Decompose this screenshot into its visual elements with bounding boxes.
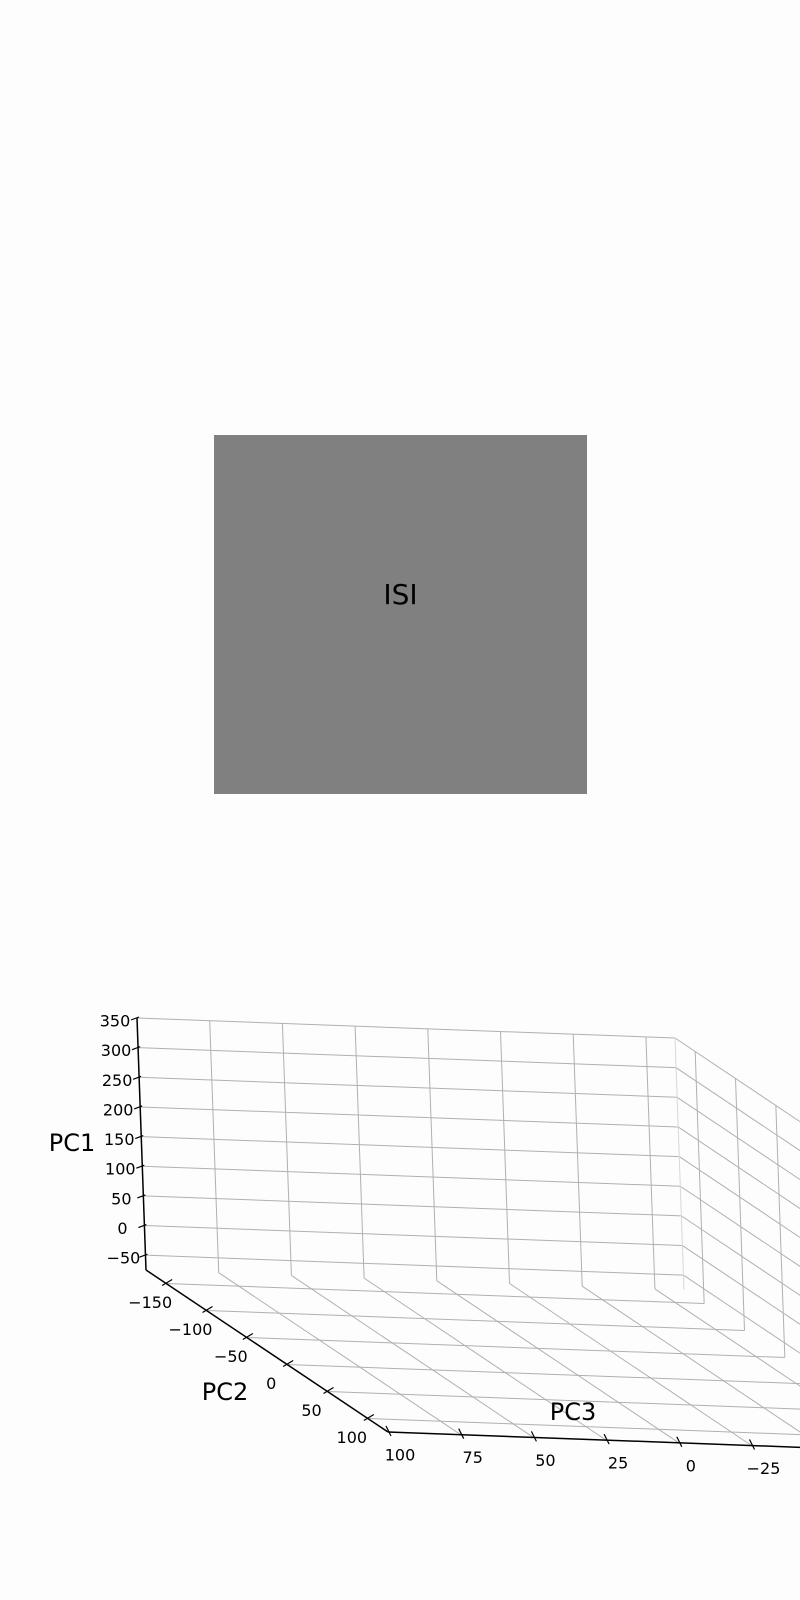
z-axis-line: [136, 1017, 147, 1271]
y-tick: [458, 1428, 465, 1439]
y-tick-label: 25: [608, 1454, 628, 1473]
x-gridline-backwall: [775, 1105, 786, 1358]
axis-lines: [136, 1017, 800, 1449]
z-tick-label: 100: [105, 1160, 136, 1179]
z-gridline-backwall: [675, 1067, 800, 1152]
y-tick: [530, 1431, 537, 1442]
z-gridline-leftwall: [143, 1195, 682, 1217]
x-gridline-floor: [246, 1337, 785, 1358]
y-tick-label: 100: [385, 1446, 416, 1465]
y-tick-label: 75: [463, 1448, 483, 1467]
y-tick-label: 0: [686, 1456, 696, 1475]
y-gridline-floor: [509, 1283, 752, 1446]
pca-3d-plot: −150−100−50050100−75−50−250255075100−500…: [49, 1012, 800, 1479]
z-tick: [138, 1223, 147, 1229]
y-tick: [748, 1439, 756, 1450]
z-gridline-backwall: [683, 1274, 800, 1354]
x-tick-label: −100: [169, 1320, 213, 1339]
y-gridline-leftwall: [572, 1034, 583, 1287]
z-tick: [132, 1075, 142, 1080]
y-tick: [676, 1436, 683, 1448]
z-gridline-leftwall: [138, 1047, 677, 1069]
y-gridline-leftwall: [645, 1036, 656, 1289]
y-gridline-floor: [291, 1274, 534, 1438]
z-gridline-leftwall: [142, 1165, 681, 1187]
z-gridline-leftwall: [136, 1017, 676, 1039]
z-gridline-backwall: [676, 1096, 800, 1181]
y-tick-label: 50: [535, 1451, 555, 1470]
z-gridline-leftwall: [145, 1254, 684, 1276]
z-gridline-backwall: [682, 1245, 800, 1325]
z-tick-label: 150: [104, 1130, 135, 1149]
z-tick-label: 350: [100, 1012, 131, 1031]
y-axis-line: [387, 1431, 800, 1449]
x-gridline-floor: [287, 1364, 800, 1385]
z-tick-label: 200: [103, 1100, 134, 1119]
x-tick: [161, 1278, 173, 1287]
z-tick-label: 300: [101, 1041, 132, 1060]
y-gridline-leftwall: [354, 1026, 365, 1279]
y-tick: [385, 1425, 392, 1437]
z-tick: [131, 1046, 141, 1051]
y-gridline-floor: [363, 1277, 607, 1441]
isi-label: ISI: [383, 578, 418, 611]
x-gridline-floor: [166, 1283, 705, 1304]
x-axis-label: PC2: [202, 1378, 249, 1406]
x-axis-line: [145, 1269, 389, 1433]
z-gridline-leftwall: [139, 1076, 678, 1098]
x-gridline-floor: [206, 1310, 745, 1331]
x-tick: [363, 1413, 375, 1422]
x-gridline-floor: [327, 1391, 800, 1410]
y-gridline-leftwall: [427, 1028, 438, 1281]
z-tick: [135, 1135, 144, 1140]
y-tick-label: −25: [747, 1459, 781, 1478]
x-tick: [242, 1332, 254, 1341]
x-tick-label: 50: [301, 1401, 321, 1420]
x-gridline-floor: [367, 1418, 800, 1436]
y-gridline-leftwall: [500, 1031, 511, 1284]
z-gridline-backwall: [677, 1126, 800, 1210]
x-tick-label: 0: [266, 1374, 276, 1393]
z-axis-label: PC1: [49, 1129, 96, 1157]
isi-stimulus-panel: ISI: [214, 435, 587, 794]
z-tick-label: 50: [111, 1189, 131, 1208]
y-gridline-floor: [581, 1285, 800, 1433]
x-tick-label: −50: [214, 1347, 248, 1366]
x-gridline-backwall: [694, 1051, 705, 1304]
x-tick: [282, 1359, 294, 1368]
x-gridline-backwall: [735, 1078, 745, 1331]
y-gridline-floor: [436, 1280, 680, 1444]
z-gridline-backwall: [678, 1156, 800, 1239]
y-gridline-floor: [654, 1288, 800, 1387]
z-tick-label: 0: [117, 1219, 127, 1238]
z-tick: [133, 1105, 143, 1110]
y-gridline-leftwall: [209, 1020, 220, 1273]
z-gridline-leftwall: [140, 1106, 679, 1128]
z-tick: [139, 1253, 148, 1258]
x-tick-label: 100: [337, 1428, 368, 1447]
x-tick-label: −150: [128, 1293, 172, 1312]
y-gridline-leftwall: [281, 1023, 292, 1276]
z-gridline-backwall: [680, 1185, 800, 1267]
x-tick: [323, 1386, 334, 1395]
z-tick: [137, 1194, 146, 1199]
tick-labels: −150−100−50050100−75−50−250255075100−500…: [100, 1012, 781, 1479]
y-tick: [603, 1433, 610, 1445]
z-tick-label: 250: [102, 1071, 133, 1090]
z-gridline-backwall: [681, 1215, 800, 1296]
z-gridline-leftwall: [144, 1225, 683, 1247]
z-tick: [130, 1016, 140, 1021]
z-gridline-leftwall: [141, 1136, 680, 1158]
y-axis-label: PC3: [550, 1398, 597, 1426]
pane-edge: [674, 1037, 685, 1291]
z-tick: [136, 1164, 145, 1169]
x-tick: [202, 1305, 213, 1314]
z-gridline-backwall: [674, 1037, 800, 1123]
y-gridline-floor: [218, 1272, 461, 1436]
tick-marks: [130, 1016, 756, 1450]
z-tick-label: −50: [107, 1249, 141, 1268]
